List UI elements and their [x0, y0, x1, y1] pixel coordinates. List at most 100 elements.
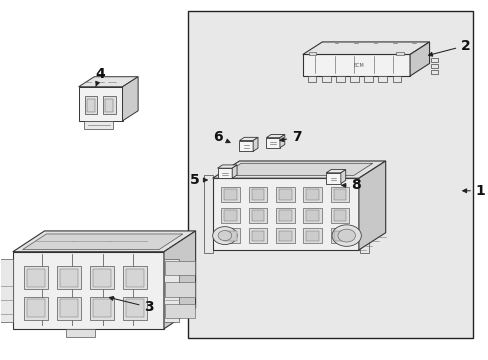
Bar [103, 96, 116, 114]
Polygon shape [13, 252, 163, 329]
Text: 2: 2 [427, 39, 470, 56]
Bar [248, 228, 267, 243]
Bar [429, 58, 437, 62]
Polygon shape [79, 77, 138, 87]
Bar [392, 76, 401, 82]
Bar [321, 76, 330, 82]
Polygon shape [217, 168, 232, 178]
Bar [303, 187, 321, 202]
Polygon shape [409, 42, 428, 76]
Text: 5: 5 [189, 173, 207, 187]
Bar [278, 230, 291, 241]
Bar [23, 266, 48, 289]
Polygon shape [163, 231, 195, 329]
Polygon shape [302, 42, 428, 54]
Bar [248, 208, 267, 223]
Text: 6: 6 [212, 130, 229, 144]
Bar [333, 230, 346, 241]
Bar [305, 230, 318, 241]
Polygon shape [222, 163, 372, 175]
Bar [164, 304, 194, 318]
Bar [87, 99, 95, 112]
Circle shape [331, 225, 361, 246]
Polygon shape [325, 173, 340, 184]
Polygon shape [302, 54, 409, 76]
Bar [429, 64, 437, 68]
Bar [188, 12, 472, 338]
Bar [275, 228, 294, 243]
Text: 4: 4 [96, 67, 105, 87]
Text: 1: 1 [462, 184, 485, 198]
Circle shape [218, 230, 231, 240]
Bar [224, 210, 237, 221]
Bar [278, 189, 291, 200]
Bar [275, 208, 294, 223]
Text: 8: 8 [341, 178, 361, 192]
Polygon shape [325, 170, 345, 173]
Circle shape [337, 229, 355, 242]
Text: ECM: ECM [353, 63, 364, 68]
Bar [164, 261, 194, 275]
Polygon shape [340, 170, 345, 184]
Bar [303, 208, 321, 223]
Bar [0, 259, 13, 321]
Bar [27, 299, 44, 318]
Text: 3: 3 [109, 297, 154, 314]
Bar [396, 52, 404, 55]
Bar [65, 329, 95, 337]
Bar [123, 297, 147, 320]
Bar [221, 228, 240, 243]
Bar [307, 76, 316, 82]
Bar [248, 187, 267, 202]
Bar [305, 210, 318, 221]
Bar [305, 189, 318, 200]
Bar [349, 76, 358, 82]
Polygon shape [358, 161, 385, 250]
Bar [429, 69, 437, 74]
Bar [105, 99, 113, 112]
Bar [330, 228, 348, 243]
Bar [275, 187, 294, 202]
Bar [126, 269, 143, 287]
Polygon shape [253, 137, 258, 151]
Bar [83, 121, 113, 129]
Bar [84, 96, 97, 114]
Bar [251, 189, 264, 200]
Bar [57, 297, 81, 320]
Bar [251, 230, 264, 241]
Bar [90, 297, 114, 320]
Polygon shape [79, 87, 122, 121]
Bar [93, 269, 111, 287]
Bar [90, 266, 114, 289]
Bar [23, 297, 48, 320]
Text: 7: 7 [279, 130, 301, 144]
Bar [333, 210, 346, 221]
Polygon shape [239, 137, 258, 140]
Polygon shape [122, 77, 138, 121]
Bar [221, 187, 240, 202]
Bar [308, 52, 316, 55]
Bar [163, 259, 178, 321]
Polygon shape [22, 234, 183, 249]
Bar [330, 208, 348, 223]
Bar [27, 269, 44, 287]
Bar [330, 187, 348, 202]
Bar [126, 299, 143, 318]
Bar [93, 299, 111, 318]
Bar [164, 282, 194, 297]
Polygon shape [13, 231, 195, 252]
Polygon shape [232, 165, 237, 178]
Polygon shape [279, 134, 284, 148]
Bar [224, 230, 237, 241]
Polygon shape [212, 178, 358, 250]
Bar [60, 269, 78, 287]
Bar [203, 175, 212, 253]
Bar [359, 175, 368, 253]
Bar [251, 210, 264, 221]
Circle shape [212, 226, 237, 244]
Bar [221, 208, 240, 223]
Bar [57, 266, 81, 289]
Polygon shape [212, 161, 385, 178]
Bar [123, 266, 147, 289]
Bar [224, 189, 237, 200]
